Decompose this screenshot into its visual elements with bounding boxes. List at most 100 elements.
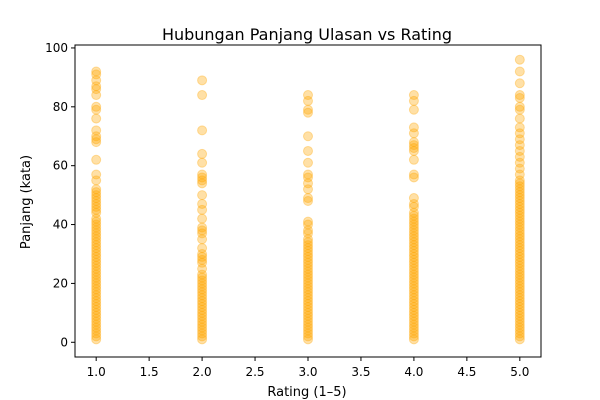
data-point [514, 237, 525, 248]
data-point [514, 328, 525, 339]
data-point [197, 284, 208, 295]
data-point [303, 284, 313, 295]
data-point [408, 145, 419, 156]
data-point [303, 266, 313, 277]
data-point [408, 307, 419, 318]
data-point [91, 222, 102, 233]
data-point [91, 175, 102, 186]
data-point [408, 210, 419, 221]
data-point [514, 284, 525, 295]
data-point [91, 234, 102, 245]
data-point [91, 319, 102, 330]
data-point [303, 157, 313, 168]
data-point [514, 331, 525, 342]
data-point [408, 243, 419, 254]
data-point [303, 243, 313, 254]
data-point [91, 187, 102, 198]
data-point [514, 178, 525, 189]
data-point [197, 301, 208, 312]
data-point [303, 196, 313, 206]
data-point [197, 310, 208, 321]
data-point [408, 128, 419, 139]
data-point [303, 228, 313, 239]
data-point [514, 246, 525, 257]
data-point [303, 169, 313, 180]
data-point [91, 216, 102, 227]
data-point [197, 222, 208, 233]
data-point [91, 228, 102, 239]
data-point [514, 248, 525, 259]
data-point [91, 272, 102, 283]
data-point [91, 316, 102, 327]
data-point [408, 266, 419, 277]
data-point [514, 231, 525, 242]
data-point [408, 319, 419, 330]
data-point [91, 266, 102, 277]
data-point [408, 299, 419, 310]
data-point [91, 287, 102, 298]
data-point [514, 269, 525, 280]
data-point [514, 169, 525, 180]
data-point [514, 293, 525, 304]
data-point [91, 125, 102, 136]
data-point [91, 104, 102, 115]
data-point [91, 240, 102, 251]
data-point [408, 240, 419, 251]
data-point [514, 272, 525, 283]
data-point [197, 299, 208, 310]
data-point [408, 290, 419, 301]
data-point [91, 284, 102, 295]
data-point [514, 313, 525, 324]
data-point [514, 187, 525, 198]
data-point [91, 257, 102, 268]
data-point [514, 122, 525, 133]
data-point [514, 319, 525, 330]
data-point [91, 134, 102, 145]
data-point [514, 157, 525, 168]
data-point [408, 284, 419, 295]
data-point [197, 243, 208, 254]
data-point [91, 299, 102, 310]
data-point [514, 234, 525, 245]
data-point [303, 296, 313, 307]
data-point [303, 325, 313, 336]
data-point [303, 278, 313, 289]
data-point [514, 263, 525, 274]
data-point [514, 275, 525, 286]
data-point [408, 122, 419, 133]
data-point [514, 101, 525, 112]
data-point [91, 304, 102, 315]
data-point [197, 90, 208, 101]
data-point [197, 157, 208, 168]
data-point [303, 319, 313, 330]
data-point [408, 328, 419, 339]
data-point [197, 225, 208, 236]
data-point [408, 143, 419, 154]
data-point [408, 287, 419, 298]
data-point [303, 307, 313, 318]
data-point [303, 287, 313, 298]
data-point [91, 84, 102, 95]
data-point [514, 92, 525, 103]
data-point [514, 140, 525, 151]
data-point [197, 319, 208, 330]
data-point [91, 325, 102, 336]
data-point [514, 222, 525, 233]
data-point [514, 193, 525, 204]
data-point [408, 254, 419, 265]
data-point [197, 281, 208, 292]
data-point [91, 169, 102, 180]
data-point [91, 331, 102, 342]
data-point [303, 260, 313, 271]
data-point [91, 254, 102, 265]
data-point [197, 272, 208, 283]
data-point [91, 322, 102, 333]
data-point [303, 104, 313, 115]
data-point [91, 328, 102, 339]
data-point [197, 334, 208, 345]
data-point [408, 281, 419, 292]
data-point [514, 90, 525, 101]
x-axis-ticks: 1.0 1.5 2.0 2.5 3.0 3.5 4.0 4.5 5.0 [87, 357, 529, 379]
data-point [91, 290, 102, 301]
data-point [91, 137, 102, 148]
